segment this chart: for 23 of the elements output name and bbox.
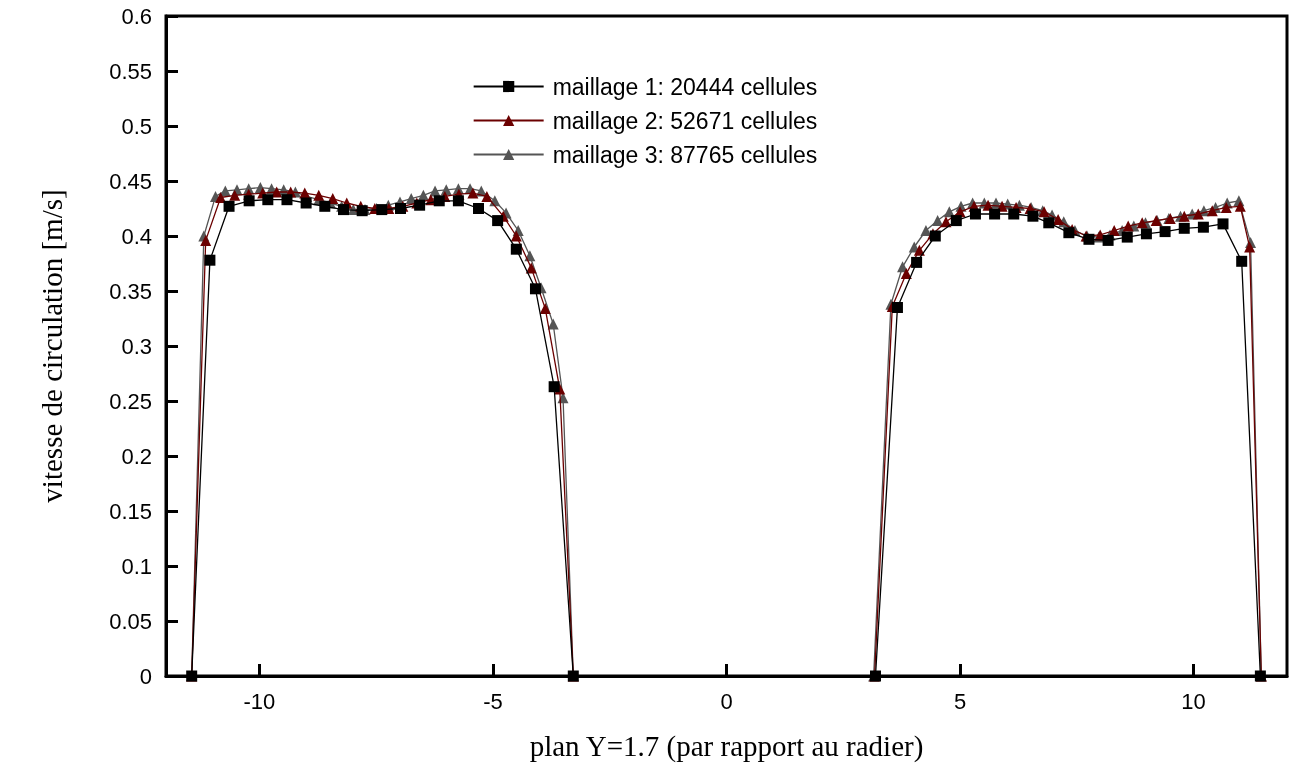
y-tick-label: 0.4 bbox=[121, 223, 152, 249]
x-tick-label: 0 bbox=[720, 688, 733, 714]
y-tick-label: 0.3 bbox=[121, 333, 152, 359]
x-tick-label: -5 bbox=[483, 688, 503, 714]
y-tick-label: 0 bbox=[139, 663, 152, 689]
y-tick-label: 0.25 bbox=[109, 388, 152, 414]
legend-label: maillage 2: 52671 cellules bbox=[552, 107, 818, 134]
y-tick-label: 0.5 bbox=[121, 113, 152, 139]
y-tick-label: 0.1 bbox=[121, 553, 152, 579]
x-axis-title: plan Y=1.7 (par rapport au radier) bbox=[529, 729, 924, 763]
x-tick-label: 10 bbox=[1181, 688, 1206, 714]
y-tick-label: 0.05 bbox=[109, 608, 152, 634]
x-tick-label: -10 bbox=[243, 688, 276, 714]
y-tick-label: 0.55 bbox=[109, 58, 152, 84]
legend-label: maillage 3: 87765 cellules bbox=[552, 141, 818, 168]
y-tick-label: 0.45 bbox=[109, 168, 152, 194]
x-tick-label: 5 bbox=[953, 688, 967, 714]
y-tick-label: 0.15 bbox=[109, 498, 152, 524]
legend-label: maillage 1: 20444 cellules bbox=[552, 73, 818, 100]
y-tick-label: 0.35 bbox=[109, 278, 152, 304]
y-tick-label: 0.2 bbox=[121, 443, 152, 469]
y-axis-title: vitesse de circulation [m/s] bbox=[35, 189, 68, 503]
y-tick-label: 0.6 bbox=[121, 3, 152, 29]
